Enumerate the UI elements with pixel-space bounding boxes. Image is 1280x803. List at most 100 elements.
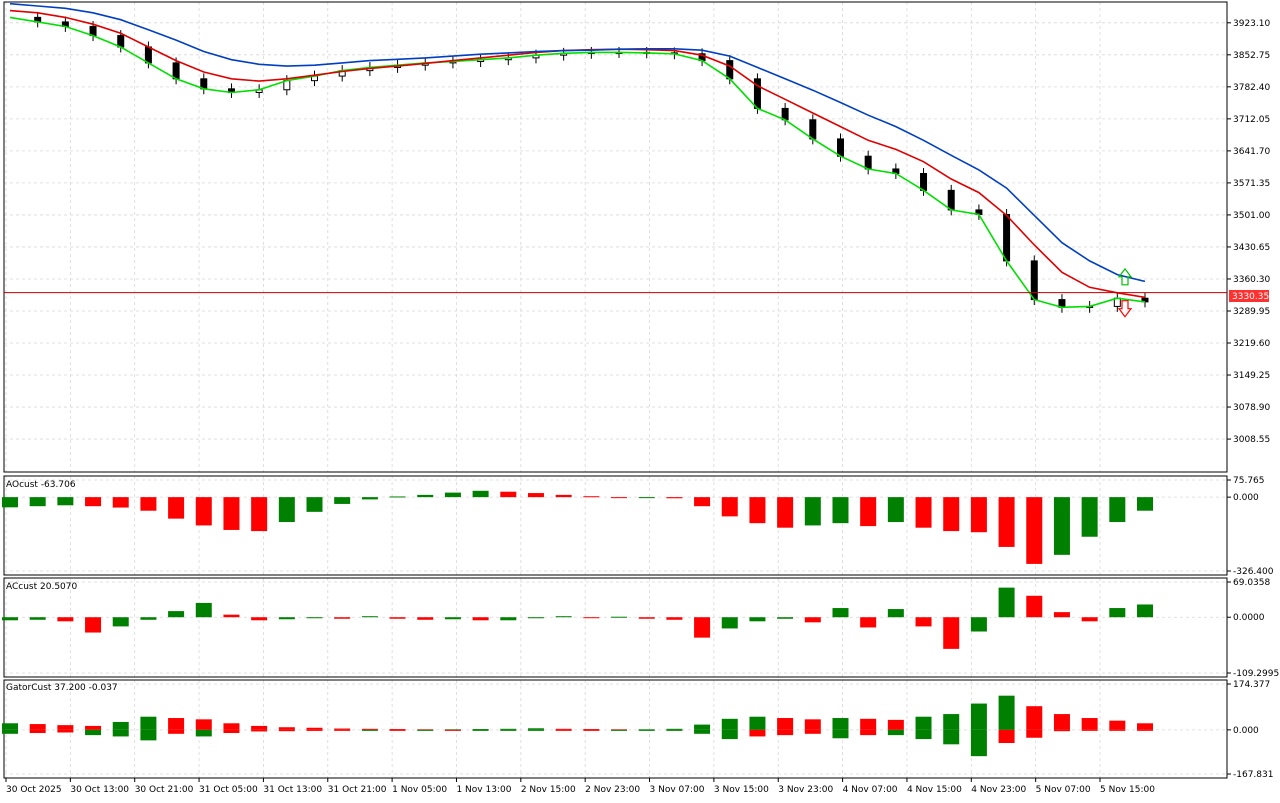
ac-bar: [1137, 604, 1153, 618]
ao-bar: [998, 497, 1015, 547]
gator-lower-bar: [278, 729, 295, 732]
gator-lower-bar: [1053, 729, 1070, 732]
gator-upper-bar: [804, 719, 821, 730]
gator-lower-bar: [1137, 729, 1153, 731]
candle-body[interactable]: [726, 60, 734, 80]
gator-upper-bar: [57, 725, 74, 730]
ac-bar: [749, 617, 766, 622]
ao-bar: [306, 497, 323, 512]
ac-bar: [998, 587, 1015, 618]
x-tick-label: 31 Oct 13:00: [263, 785, 322, 795]
ao-bar: [29, 497, 46, 507]
gator-lower-bar: [223, 729, 240, 734]
gator-lower-bar: [749, 729, 766, 737]
gator-lower-bar: [361, 729, 378, 731]
gator-upper-bar: [666, 728, 683, 730]
ao-bar: [417, 494, 434, 498]
ao-panel[interactable]: [2, 490, 1153, 564]
gator-upper-bar: [389, 729, 406, 731]
gator-upper-bar: [195, 719, 212, 730]
ac-bar: [389, 617, 406, 619]
gator-lower-bar: [998, 729, 1015, 744]
x-tick-label: 3 Nov 23:00: [778, 785, 833, 795]
ao-bar: [251, 497, 268, 532]
ac-bar: [223, 614, 240, 618]
ac-bar: [1026, 595, 1043, 618]
gator-upper-bar: [1081, 718, 1098, 730]
candle-body[interactable]: [1030, 260, 1038, 301]
ac-bar: [306, 617, 323, 619]
price-panel[interactable]: [4, 2, 1227, 318]
gator-lower-bar: [943, 729, 960, 745]
gator-upper-bar: [472, 729, 489, 731]
gator-lower-bar: [1109, 729, 1126, 731]
price-frame: [3, 1, 1228, 473]
ac-bar: [943, 617, 960, 649]
candle-body[interactable]: [809, 119, 817, 140]
ao-bar: [860, 497, 877, 527]
ao-bar: [112, 497, 129, 508]
candle-body[interactable]: [144, 46, 152, 64]
ao-bar: [57, 497, 74, 506]
gator-upper-bar: [998, 695, 1015, 730]
candle-body[interactable]: [920, 173, 928, 191]
ao-bar: [389, 496, 406, 498]
ac-bar: [666, 617, 683, 620]
x-tick-label: 2 Nov 15:00: [521, 785, 576, 795]
ac-bar: [887, 609, 904, 618]
candle-body[interactable]: [1003, 213, 1011, 262]
candle-body[interactable]: [172, 62, 180, 80]
candle-body[interactable]: [117, 35, 125, 48]
x-tick-label: 5 Nov 07:00: [1036, 785, 1091, 795]
gator-lower-bar: [915, 729, 932, 740]
candle-body[interactable]: [836, 138, 844, 157]
x-tick-label: 30 Oct 2025: [6, 785, 62, 795]
gator-upper-bar: [694, 724, 711, 730]
gator-lower-bar: [444, 729, 461, 731]
x-tick-label: 2 Nov 23:00: [585, 785, 640, 795]
ao-bar: [749, 497, 766, 524]
ac-bar: [721, 617, 738, 629]
indicator-titles: AOcust -63.706 ACcust 20.5070 GatorCust …: [6, 480, 118, 693]
ac-bar: [777, 617, 794, 619]
gator-title: GatorCust 37.200 -0.037: [6, 683, 118, 693]
ao-frame: [3, 475, 1228, 576]
gator-lower-bar: [112, 729, 129, 737]
buy-arrow-icon[interactable]: [1117, 267, 1133, 286]
ao-bar: [777, 497, 794, 528]
ao-bar: [168, 497, 185, 519]
ac-bar: [555, 616, 572, 618]
ao-bar: [943, 497, 960, 532]
candle-body[interactable]: [947, 189, 955, 211]
x-tick-label: 3 Nov 15:00: [714, 785, 769, 795]
gator-upper-bar: [611, 729, 628, 731]
gator-lower-bar: [2, 729, 18, 734]
ao-bar: [887, 497, 904, 523]
gator-upper-bar: [721, 718, 738, 730]
ao-y-tick-label: -326.400: [1233, 567, 1274, 577]
sell-arrow-icon[interactable]: [1117, 300, 1133, 318]
x-tick-label: 1 Nov 13:00: [456, 785, 511, 795]
gator-upper-bar: [278, 727, 295, 730]
ac-bar: [527, 617, 544, 619]
ac-title: ACcust 20.5070: [6, 582, 78, 592]
gator-upper-bar: [1053, 714, 1070, 730]
fast-ma-line[interactable]: [9, 16, 1146, 309]
ac-bar: [804, 617, 821, 623]
ac-panel[interactable]: [2, 587, 1153, 649]
gator-lower-bar: [334, 729, 351, 731]
ac-bar: [29, 617, 46, 620]
ac-bar: [1053, 612, 1070, 618]
candle-body[interactable]: [864, 155, 872, 170]
ac-bar: [860, 617, 877, 628]
gator-panel[interactable]: [2, 695, 1153, 757]
slow-ma-line[interactable]: [9, 2, 1146, 283]
gator-lower-bar: [694, 729, 711, 734]
ao-y-tick-label: 0.000: [1233, 493, 1259, 503]
gator-lower-bar: [721, 729, 738, 740]
gator-lower-bar: [306, 729, 323, 731]
gator-upper-bar: [85, 725, 102, 730]
ao-bar: [638, 497, 655, 499]
